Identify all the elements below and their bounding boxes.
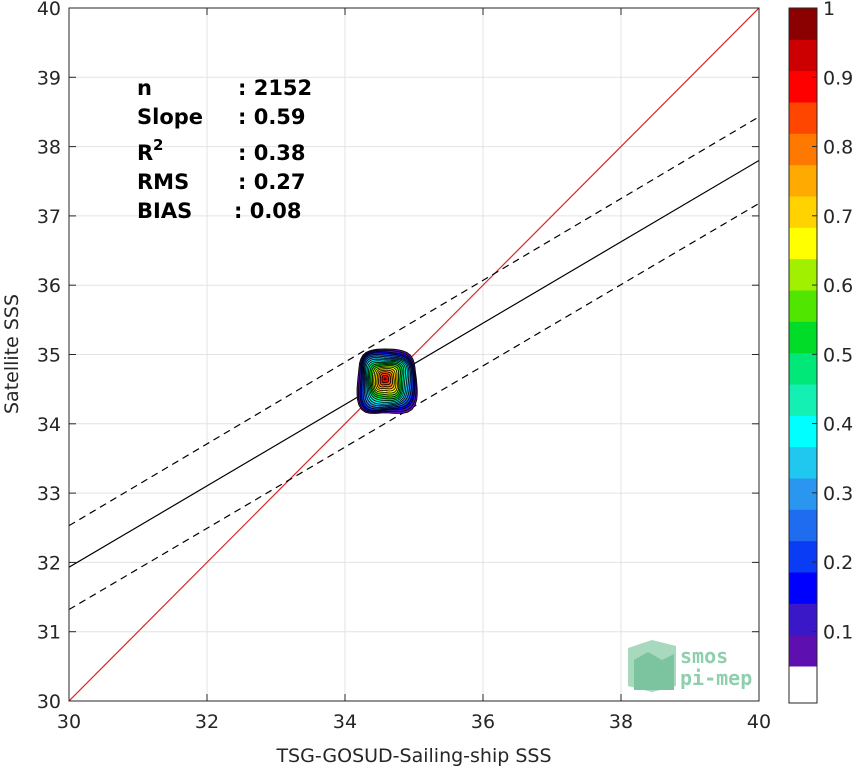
y-tick-label-4: 34 (37, 414, 61, 436)
colorbar (789, 8, 817, 703)
x-tick-label-3: 36 (471, 711, 495, 733)
x-tick-label-1: 32 (195, 711, 219, 733)
colorbar-segment-0 (789, 666, 817, 703)
colorbar-segment-19 (789, 70, 817, 103)
y-axis-ticks: 30 31 32 33 34 35 36 37 38 39 40 (37, 0, 759, 713)
colorbar-segment-8 (789, 415, 817, 448)
y-axis-label: Satellite SSS (1, 294, 23, 414)
y-tick-label-10: 40 (37, 0, 61, 20)
stat-n-value: : 2152 (238, 76, 312, 100)
colorbar-segment-15 (789, 196, 817, 228)
logo-text-line1: smos (680, 644, 728, 668)
colorbar-tick-label-8: 0.9 (823, 67, 853, 89)
colorbar-frame (788, 7, 818, 704)
colorbar-tick-label-9: 1 (823, 0, 835, 20)
colorbar-tick-label-0: 0.1 (823, 621, 853, 643)
stat-r2-label: R (137, 141, 153, 165)
x-tick-label-0: 30 (57, 711, 81, 733)
x-tick-label-4: 38 (609, 711, 633, 733)
logo-mark-front (634, 652, 674, 690)
colorbar-segment-5 (789, 509, 817, 542)
y-tick-label-8: 38 (37, 137, 61, 159)
colorbar-tick-label-1: 0.2 (823, 552, 853, 574)
y-tick-label-9: 39 (37, 67, 61, 89)
colorbar-segment-13 (789, 258, 817, 291)
colorbar-tick-label-5: 0.6 (823, 275, 853, 297)
stat-rms-value: : 0.27 (238, 170, 306, 194)
colorbar-tick-label-3: 0.4 (823, 414, 853, 436)
colorbar-segment-2 (789, 603, 817, 636)
colorbar-segment-1 (789, 634, 817, 667)
colorbar-segment-9 (789, 384, 817, 416)
y-tick-label-6: 36 (37, 275, 61, 297)
colorbar-segment-11 (789, 321, 817, 354)
colorbar-segment-12 (789, 290, 817, 322)
colorbar-tick-label-7: 0.8 (823, 137, 853, 159)
y-tick-label-0: 30 (37, 691, 61, 713)
y-tick-label-2: 32 (37, 552, 61, 574)
colorbar-segment-16 (789, 164, 817, 197)
upper-bound-line (69, 116, 759, 527)
logo-text-line2: pi-mep (680, 666, 752, 690)
colorbar-tick-label-2: 0.3 (823, 483, 853, 505)
colorbar-tick-label-4: 0.5 (823, 344, 853, 366)
stat-bias-label: BIAS (137, 199, 192, 223)
colorbar-tick-label-6: 0.7 (823, 206, 853, 228)
stats-annotation: n : 2152 Slope : 0.59 R 2 : 0.38 RMS : 0… (137, 76, 312, 223)
y-tick-label-7: 37 (37, 206, 61, 228)
colorbar-segment-21 (789, 8, 817, 40)
colorbar-segment-7 (789, 446, 817, 479)
y-tick-label-1: 31 (37, 622, 61, 644)
y-tick-label-5: 35 (37, 345, 61, 367)
stat-bias-value: : 0.08 (234, 199, 302, 223)
stat-slope-value: : 0.59 (238, 105, 306, 129)
density-contours (356, 348, 418, 414)
x-axis-ticks: 30 32 34 36 38 40 (57, 8, 771, 733)
stat-n-label: n (137, 76, 152, 100)
y-tick-label-3: 33 (37, 483, 61, 505)
stat-rms-label: RMS (137, 170, 189, 194)
colorbar-segment-14 (789, 227, 817, 260)
colorbar-ticks: 0.1 0.2 0.3 0.4 0.5 0.6 0.7 0.8 0.9 1 (812, 0, 853, 643)
x-tick-label-2: 34 (333, 711, 357, 733)
stat-slope-label: Slope (137, 105, 203, 129)
x-tick-label-5: 40 (747, 711, 771, 733)
identity-line (69, 8, 759, 701)
colorbar-segment-18 (789, 102, 817, 134)
x-axis-label: TSG-GOSUD-Sailing-ship SSS (275, 745, 551, 767)
colorbar-segment-3 (789, 572, 817, 604)
colorbar-segment-20 (789, 39, 817, 72)
stat-r2-value: : 0.38 (238, 141, 306, 165)
stat-r2-sup: 2 (153, 136, 163, 154)
colorbar-segment-6 (789, 478, 817, 510)
colorbar-segment-10 (789, 352, 817, 385)
smos-pi-mep-logo: smos pi-mep (628, 640, 752, 692)
colorbar-segment-4 (789, 540, 817, 573)
colorbar-segment-17 (789, 133, 817, 166)
density-contour-19 (383, 377, 387, 381)
